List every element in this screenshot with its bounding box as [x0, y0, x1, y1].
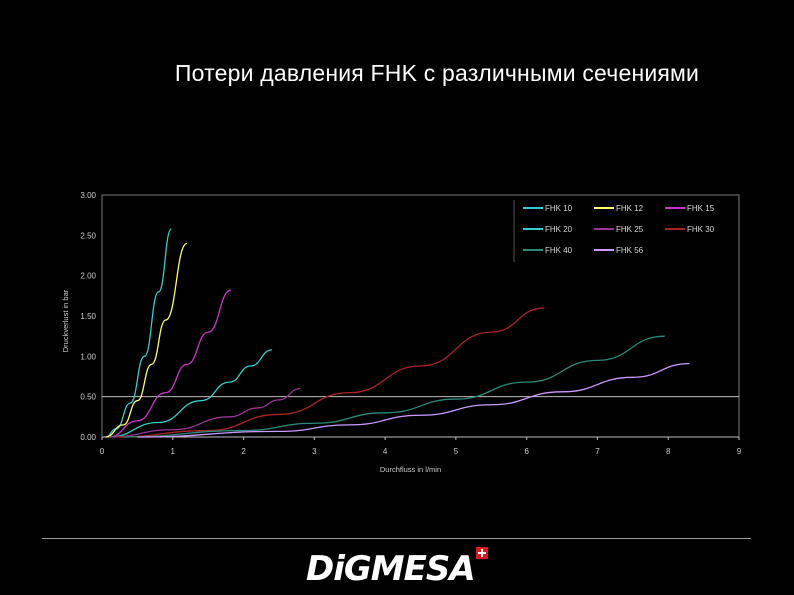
- y-axis-label: Druckverlust in bar: [61, 289, 70, 352]
- y-tick-label: 2.50: [80, 231, 96, 240]
- y-tick-label: 0.50: [80, 393, 96, 402]
- series-line-fhk-25: [109, 387, 301, 438]
- slide-title: Потери давления FHK с различными сечения…: [174, 60, 700, 86]
- legend-item-label: FHK 15: [687, 204, 715, 213]
- series-line-fhk-30: [116, 307, 545, 438]
- x-tick-label: 7: [595, 447, 600, 456]
- series-line-fhk-15: [109, 289, 232, 438]
- legend-item-label: FHK 10: [545, 204, 573, 213]
- series-line-fhk-40: [123, 335, 665, 438]
- x-tick-label: 5: [454, 447, 459, 456]
- legend-item-label: FHK 40: [545, 246, 573, 255]
- swiss-cross-icon: [476, 547, 488, 559]
- legend-item-label: FHK 25: [616, 225, 644, 234]
- x-tick-label: 9: [737, 447, 742, 456]
- series-line-fhk-12: [105, 242, 188, 438]
- x-tick-label: 8: [666, 447, 671, 456]
- x-tick-label: 2: [241, 447, 246, 456]
- series-line-fhk-10: [105, 228, 172, 438]
- x-tick-label: 0: [100, 447, 105, 456]
- y-tick-label: 2.00: [80, 272, 96, 281]
- legend-item-label: FHK 12: [616, 204, 644, 213]
- legend-item-label: FHK 56: [616, 246, 644, 255]
- x-tick-label: 4: [383, 447, 388, 456]
- footer-divider: [42, 538, 751, 539]
- y-tick-label: 1.00: [80, 352, 96, 361]
- x-tick-label: 3: [312, 447, 317, 456]
- x-tick-label: 1: [171, 447, 176, 456]
- x-tick-label: 6: [524, 447, 529, 456]
- y-tick-label: 1.50: [80, 312, 96, 321]
- y-tick-label: 3.00: [80, 191, 96, 200]
- logo-text: DiGMESA: [306, 549, 475, 588]
- legend-item-label: FHK 30: [687, 225, 715, 234]
- digmesa-logo: DiGMESA: [306, 547, 488, 588]
- legend-item-label: FHK 20: [545, 225, 573, 234]
- x-axis-label: Durchfluss in l/min: [380, 465, 441, 474]
- series-line-fhk-20: [109, 349, 272, 438]
- y-tick-label: 0.00: [80, 433, 96, 442]
- series-line-fhk-56: [137, 362, 690, 438]
